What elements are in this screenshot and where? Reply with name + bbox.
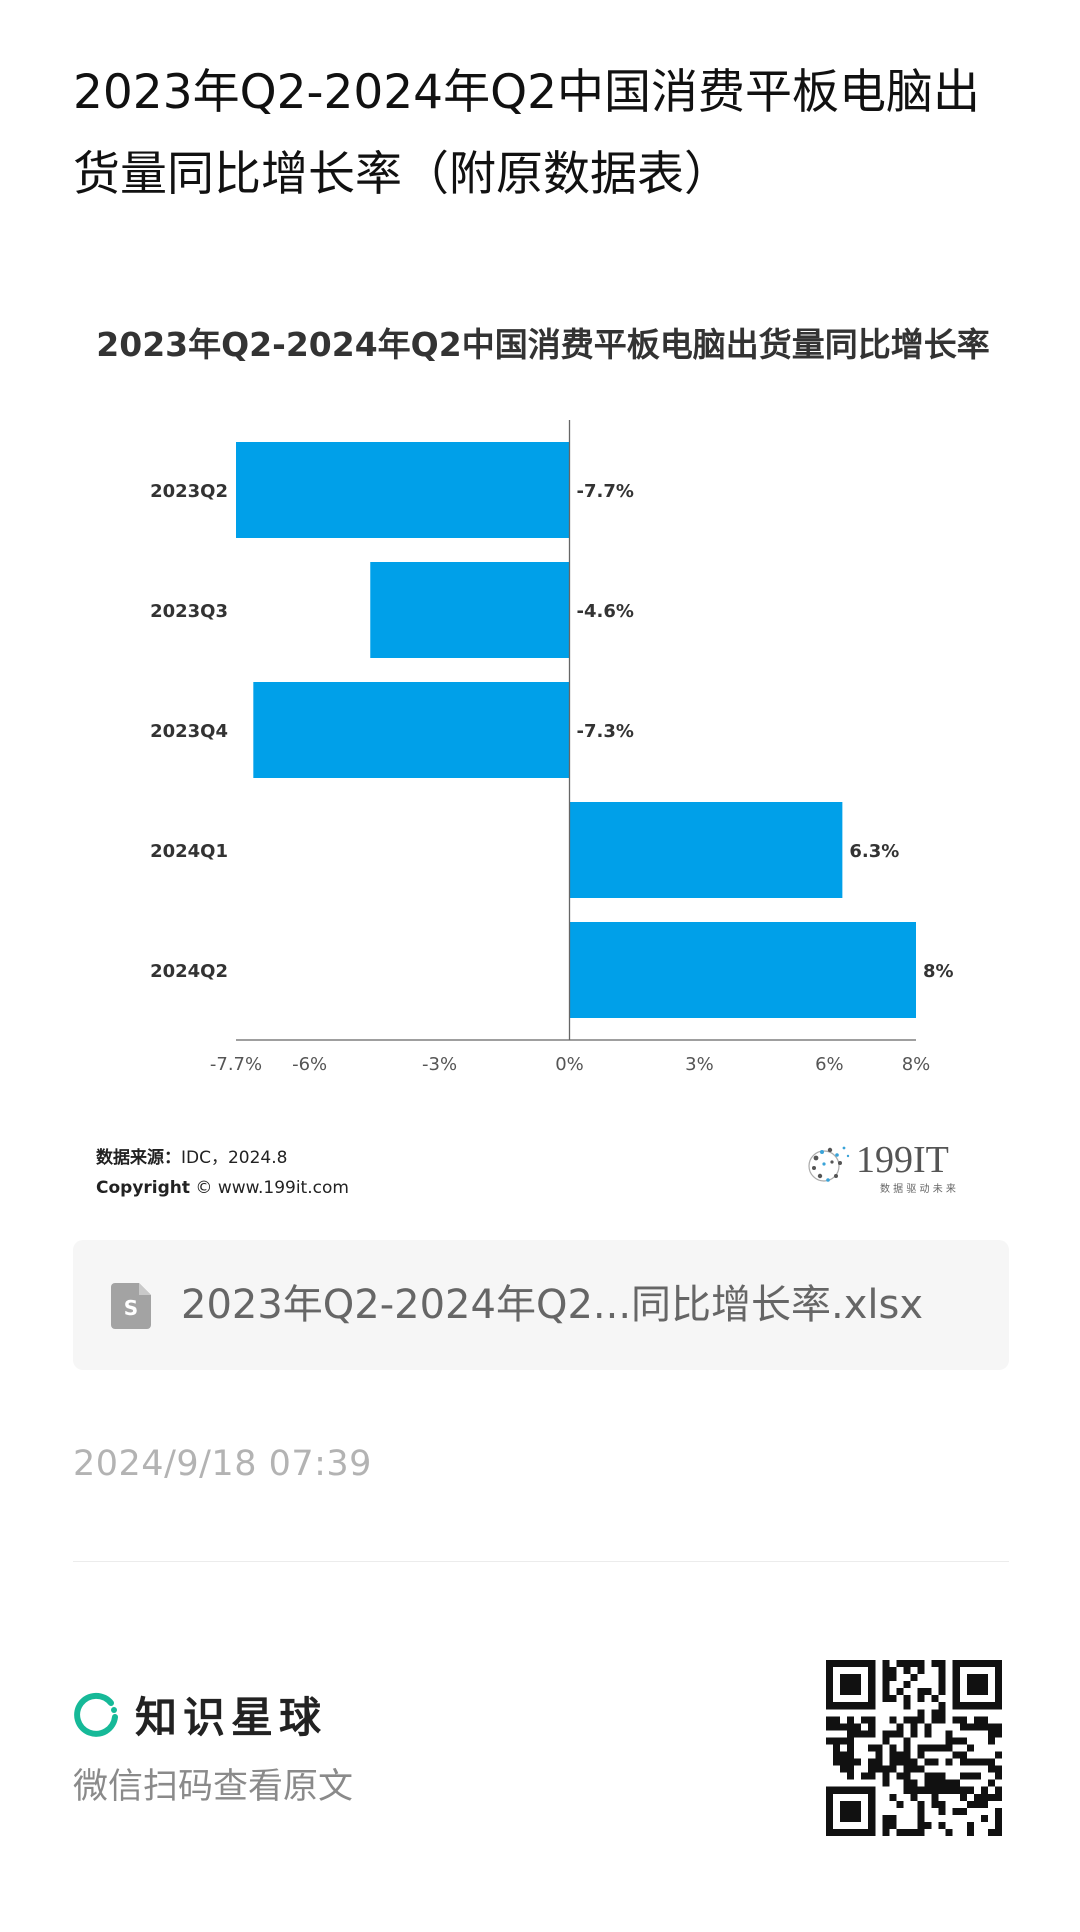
- x-tick-label: 8%: [902, 1054, 931, 1075]
- bar-2023Q3: [370, 562, 570, 658]
- x-tick-label: -6%: [292, 1054, 327, 1075]
- 199it-logo: 199IT 数 据 驱 动 未 来: [808, 1139, 956, 1195]
- bar-2023Q4: [253, 682, 570, 778]
- x-tick-label: 6%: [815, 1054, 844, 1075]
- scan-hint: 微信扫码查看原文: [73, 1767, 354, 1807]
- logo-dots-icon: [808, 1146, 850, 1182]
- copyright-symbol: ©: [195, 1178, 213, 1198]
- copyright-site: www.199it.com: [217, 1178, 349, 1198]
- zsxq-brand: 知识星球: [73, 1688, 327, 1742]
- bar-chart: 2023Q2 -7.7% 2023Q3 -4.6% 2023Q4 -7.3% 2024Q1 6…: [150, 420, 954, 1075]
- copyright-label: Copyright: [96, 1178, 191, 1198]
- source-value: IDC，2024.8: [181, 1148, 288, 1168]
- divider: [73, 1561, 1009, 1562]
- chart-title: 2023年Q2-2024年Q2中国消费平板电脑出货量同比增长率: [96, 325, 990, 364]
- data-label: -4.6%: [577, 601, 634, 622]
- data-label: 8%: [923, 961, 954, 982]
- brand-name: 知识星球: [135, 1692, 328, 1742]
- data-label: -7.7%: [577, 481, 634, 502]
- copyright-line: Copyright © www.199it.com: [96, 1173, 349, 1203]
- data-label: 6.3%: [849, 841, 899, 862]
- bar-2024Q1: [569, 802, 843, 898]
- category-label: 2024Q1: [150, 841, 228, 862]
- spreadsheet-file-icon: S: [111, 1283, 151, 1329]
- publish-timestamp: 2024/9/18 07:39: [73, 1444, 372, 1484]
- source-line: 数据来源：IDC，2024.8: [96, 1143, 349, 1173]
- category-label: 2023Q3: [150, 601, 228, 622]
- x-tick-label: 0%: [555, 1054, 584, 1075]
- logo-name: 199IT: [856, 1139, 949, 1181]
- page-title: 2023年Q2-2024年Q2中国消费平板电脑出货量同比增长率（附原数据表）: [73, 65, 980, 202]
- chart-container: 2023年Q2-2024年Q2中国消费平板电脑出货量同比增长率 2023Q2 -7…: [73, 300, 1013, 1220]
- category-label: 2023Q2: [150, 481, 228, 502]
- x-tick-label: -7.7%: [210, 1054, 262, 1075]
- x-tick-label: -3%: [422, 1054, 457, 1075]
- logo-tagline: 数 据 驱 动 未 来: [880, 1182, 956, 1195]
- category-label: 2023Q4: [150, 721, 228, 742]
- file-name: 2023年Q2-2024年Q2...同比增长率.xlsx: [181, 1282, 924, 1328]
- data-label: -7.3%: [577, 721, 634, 742]
- category-label: 2024Q2: [150, 961, 228, 982]
- source-block: 数据来源：IDC，2024.8 Copyright © www.199it.co…: [96, 1143, 349, 1203]
- bar-2024Q2: [569, 922, 916, 1018]
- source-label: 数据来源：: [96, 1148, 181, 1168]
- x-tick-label: 3%: [685, 1054, 714, 1075]
- file-icon-letter: S: [124, 1296, 138, 1320]
- qr-code-image[interactable]: [826, 1660, 1002, 1836]
- zsxq-logo-icon: [74, 1692, 118, 1737]
- bar-2023Q2: [236, 442, 570, 538]
- attachment-card[interactable]: S 2023年Q2-2024年Q2...同比增长率.xlsx: [73, 1240, 1009, 1370]
